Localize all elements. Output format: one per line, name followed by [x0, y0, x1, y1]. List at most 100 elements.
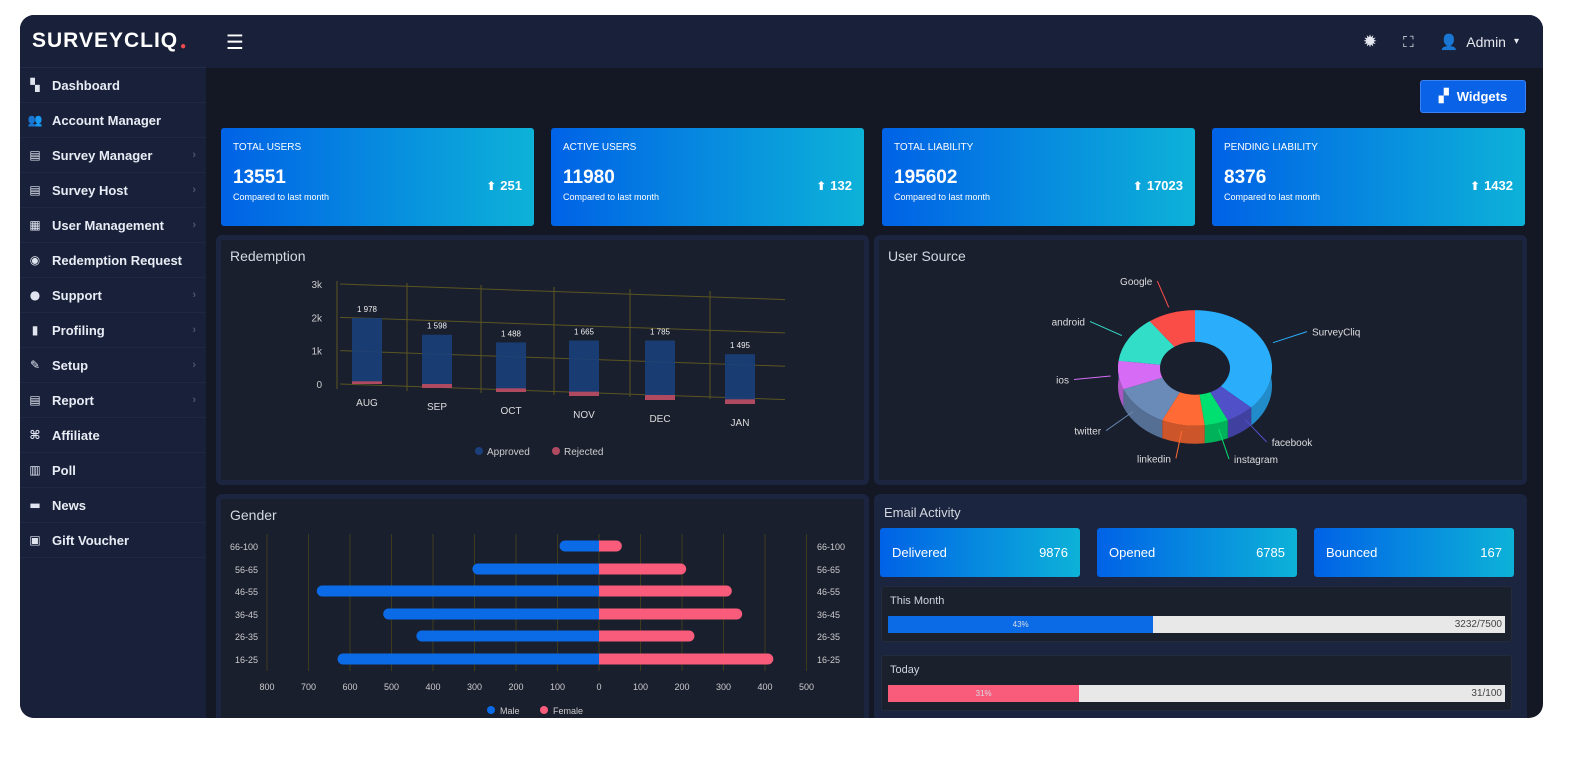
female-bar-cap: [599, 585, 605, 597]
data-label: 1 665: [574, 328, 595, 337]
x-tick-label: 0: [596, 682, 601, 692]
pie-slice-android[interactable]: [1118, 321, 1175, 365]
stat-title: ACTIVE USERS: [563, 142, 637, 153]
female-bar[interactable]: [599, 608, 743, 620]
rejected-bar[interactable]: [422, 384, 452, 388]
pie-slice-surveycliq[interactable]: [1195, 310, 1272, 408]
gender-chart: 800 700 600 500 400 300 200 100 0 100 200 300 400 500…: [230, 534, 845, 716]
female-bar[interactable]: [599, 585, 732, 597]
pie-slice-side: [1118, 360, 1124, 408]
x-tick-label: AUG: [356, 398, 378, 409]
sidebar-item-report[interactable]: ▤ Report ›: [20, 383, 206, 418]
email-box-value: 167: [1480, 545, 1502, 560]
rejected-bar[interactable]: [352, 381, 382, 384]
legend-label[interactable]: Female: [553, 706, 583, 716]
male-bar[interactable]: [383, 608, 605, 620]
female-bar[interactable]: [599, 563, 687, 575]
sidebar-item-news[interactable]: ▬ News: [20, 488, 206, 523]
pie-slice-facebook[interactable]: [1209, 385, 1252, 421]
female-bar[interactable]: [599, 653, 774, 665]
sidebar-item-user-management[interactable]: ▦ User Management ›: [20, 208, 206, 243]
sidebar-item-dashboard[interactable]: ▚ Dashboard: [20, 68, 206, 103]
stat-value: 8376: [1224, 167, 1267, 188]
sidebar-item-survey-host[interactable]: ▤ Survey Host ›: [20, 173, 206, 208]
sidebar-item-setup[interactable]: ✎ Setup ›: [20, 348, 206, 383]
logo[interactable]: SURVEYCLIQ ●: [20, 15, 206, 68]
pie-label: Google: [1120, 277, 1153, 288]
pie-slice-twitter[interactable]: [1123, 377, 1181, 421]
sidebar-item-support[interactable]: ● Support ›: [20, 278, 206, 313]
pie-leader-line: [1073, 375, 1111, 380]
grid-line: [339, 316, 786, 334]
stat-subtitle: Compared to last month: [894, 192, 991, 202]
stat-subtitle: Compared to last month: [563, 192, 660, 202]
rejected-bar[interactable]: [645, 395, 675, 400]
gender-title: Gender: [230, 507, 277, 523]
female-bar-cap: [599, 608, 605, 620]
email-box-label: Opened: [1109, 545, 1156, 560]
approved-bar[interactable]: [496, 342, 526, 392]
legend-marker: [552, 447, 560, 455]
widgets-button[interactable]: ▞ Widgets: [1420, 80, 1526, 113]
female-bar-cap: [599, 540, 605, 552]
sidebar-item-poll[interactable]: ▥ Poll: [20, 453, 206, 488]
user-source-chart: SurveyCliq facebook instagram linkedin twitt…: [1052, 277, 1361, 466]
stat-change: ⬆ 17023: [1133, 178, 1183, 193]
user-menu[interactable]: 👤 Admin ▾: [1440, 33, 1519, 51]
stat-card-active-users: ACTIVE USERS 11980 Compared to last month ⬆…: [551, 128, 864, 226]
email-box-value: 6785: [1256, 545, 1285, 560]
approved-bar[interactable]: [725, 354, 755, 404]
approved-bar[interactable]: [422, 334, 452, 388]
male-bar[interactable]: [316, 585, 605, 597]
rejected-bar[interactable]: [725, 399, 755, 404]
progress-today: Today 31% 31/100: [881, 655, 1512, 711]
y-tick-label: 46-55: [235, 587, 258, 597]
legend-label[interactable]: Male: [500, 706, 520, 716]
rejected-bar[interactable]: [496, 388, 526, 392]
legend-label[interactable]: Approved: [487, 447, 530, 458]
progress-label: Today: [890, 664, 920, 676]
settings-gear-icon[interactable]: ✹: [1362, 31, 1378, 52]
sidebar-item-label: Survey Host: [52, 182, 128, 198]
male-bar[interactable]: [472, 563, 605, 575]
pie-slice-google[interactable]: [1149, 310, 1195, 347]
male-bar[interactable]: [416, 630, 605, 642]
sidebar-item-survey-manager[interactable]: ▤ Survey Manager ›: [20, 138, 206, 173]
female-bar-cap: [599, 653, 605, 665]
chevron-right-icon: ›: [192, 289, 196, 301]
x-tick-label: 500: [799, 682, 814, 692]
sidebar-item-gift-voucher[interactable]: ▣ Gift Voucher: [20, 523, 206, 558]
x-tick-label: NOV: [573, 410, 595, 421]
rejected-bar[interactable]: [569, 391, 599, 396]
sidebar-item-account-manager[interactable]: 👥 Account Manager: [20, 103, 206, 138]
email-bounced-box: Bounced 167: [1314, 528, 1514, 577]
pie-slice-instagram[interactable]: [1199, 391, 1228, 426]
approved-bar[interactable]: [352, 318, 382, 384]
pie-slice-ios[interactable]: [1118, 360, 1163, 390]
logo-text: SURVEYCLIQ: [32, 29, 179, 52]
sidebar-item-affiliate[interactable]: ⌘ Affiliate: [20, 418, 206, 453]
approved-bar[interactable]: [569, 340, 599, 397]
x-tick-label: 100: [550, 682, 565, 692]
sidebar-item-profiling[interactable]: ▮ Profiling ›: [20, 313, 206, 348]
redemption-title: Redemption: [230, 248, 306, 264]
approved-bar[interactable]: [645, 340, 675, 401]
user-avatar-icon: 👤: [1439, 32, 1459, 51]
redemption-icon: ◉: [29, 253, 41, 267]
pie-slice-linkedin[interactable]: [1162, 391, 1205, 426]
x-tick-label: 300: [467, 682, 482, 692]
y-tick-label: 16-25: [235, 655, 258, 665]
affiliate-icon: ⌘: [29, 428, 41, 442]
grid-line: [339, 383, 786, 401]
fullscreen-icon[interactable]: ⛶: [1403, 32, 1414, 51]
stat-card-total-users: TOTAL USERS 13551 Compared to last month ⬆ 2…: [221, 128, 534, 226]
male-bar[interactable]: [337, 653, 605, 665]
sidebar-item-redemption-request[interactable]: ◉ Redemption Request: [20, 243, 206, 278]
progress-fill: 43%: [888, 616, 1154, 633]
legend-label[interactable]: Rejected: [564, 447, 603, 458]
male-bar[interactable]: [559, 540, 605, 552]
pie-slice-side: [1162, 420, 1205, 444]
female-bar[interactable]: [599, 630, 695, 642]
hamburger-menu-icon[interactable]: ☰: [226, 29, 244, 54]
arrow-up-circle-icon: ⬆: [486, 178, 497, 193]
